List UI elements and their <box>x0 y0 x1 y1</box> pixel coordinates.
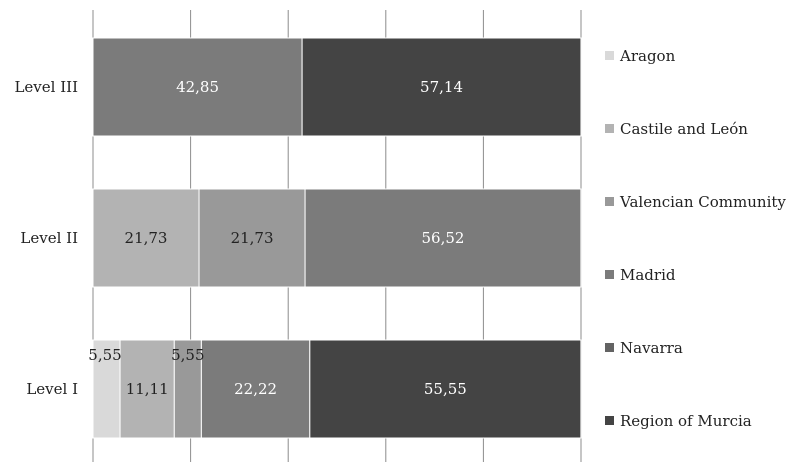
category-label: Level II <box>20 229 78 247</box>
legend: Aragon Castile and León Valencian Communit… <box>605 47 786 430</box>
bar-segment <box>92 37 303 137</box>
bar-segment <box>173 339 202 439</box>
bar-segment <box>301 37 582 137</box>
legend-item: Castile and León <box>605 120 748 138</box>
legend-swatch <box>605 270 614 279</box>
bar-segment <box>304 188 582 288</box>
data-label: 21,73 <box>231 229 274 247</box>
legend-item: Madrid <box>605 266 676 284</box>
bar-segment <box>92 188 200 288</box>
bar-segment <box>92 339 121 439</box>
category-label: Level I <box>26 380 78 398</box>
category-labels: Level III Level II Level I <box>14 78 78 398</box>
bar-segments <box>92 37 582 439</box>
legend-label: Navarra <box>620 339 683 357</box>
data-label: 57,14 <box>420 78 463 96</box>
bar-segment <box>119 339 175 439</box>
legend-item: Region of Murcia <box>605 412 752 430</box>
data-label: 42,85 <box>176 78 219 96</box>
data-label: 56,52 <box>422 229 465 247</box>
legend-swatch <box>605 416 614 425</box>
bar-segment <box>200 339 311 439</box>
legend-label: Valencian Community <box>619 193 786 211</box>
legend-label: Castile and León <box>620 120 748 138</box>
legend-swatch <box>605 124 614 133</box>
bar-segment <box>198 188 306 288</box>
legend-swatch <box>605 343 614 352</box>
category-label: Level III <box>14 78 78 96</box>
legend-label: Madrid <box>620 266 676 284</box>
data-label: 5,55 <box>171 346 204 364</box>
legend-item: Navarra <box>605 339 683 357</box>
data-label: 21,73 <box>125 229 168 247</box>
legend-label: Region of Murcia <box>620 412 752 430</box>
data-label: 11,11 <box>126 380 169 398</box>
bar-segment <box>309 339 582 439</box>
legend-item: Aragon <box>605 47 676 65</box>
data-label: 5,55 <box>88 346 121 364</box>
legend-item: Valencian Community <box>605 193 786 211</box>
legend-swatch <box>605 51 614 60</box>
data-label: 55,55 <box>424 380 467 398</box>
data-label: 22,22 <box>234 380 277 398</box>
legend-swatch <box>605 197 614 206</box>
legend-label: Aragon <box>619 47 676 65</box>
